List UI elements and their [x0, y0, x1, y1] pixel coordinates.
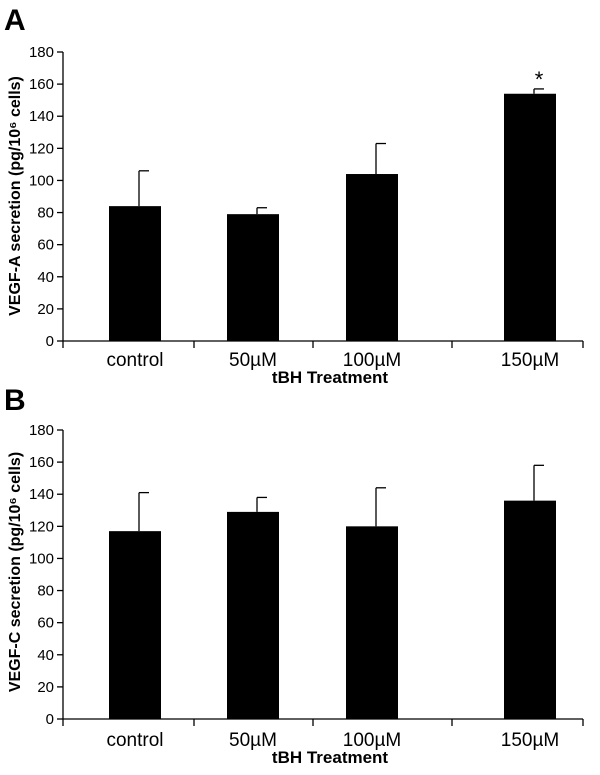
panel-b-bar	[109, 531, 161, 719]
panel-a-y-tick-label: 60	[37, 237, 54, 254]
panel-a-y-tick-label: 100	[29, 172, 54, 189]
panel-b-y-tick-label: 20	[37, 679, 54, 696]
panel-a: A VEGF-A secretion (pg/10⁶ cells) tBH Tr…	[4, 4, 584, 387]
panel-a-bar	[346, 174, 398, 341]
panel-a-y-tick-label: 180	[29, 44, 54, 61]
panel-a-letter: A	[4, 4, 26, 37]
panel-b-x-axis-label: tBH Treatment	[272, 748, 389, 767]
panel-b-category-label: control	[106, 730, 163, 751]
panel-a-y-tick-label: 20	[37, 301, 54, 318]
panel-a-plot: 0 20 40 60 80 100 120 140 160 180 control 50µM 100µM…	[29, 44, 584, 371]
panel-a-category-label: 150µM	[501, 350, 559, 371]
panel-a-category-label: 50µM	[229, 350, 277, 371]
panel-a-y-tick-label: 0	[46, 333, 54, 350]
panel-b-y-tick-label: 60	[37, 615, 54, 632]
panel-a-significance-marker: *	[535, 67, 544, 92]
panel-a-bar	[109, 206, 161, 341]
panel-b-y-tick-label: 80	[37, 583, 54, 600]
panel-b-y-tick-label: 0	[46, 711, 54, 728]
panel-b-bar	[227, 511, 279, 719]
panel-a-y-tick-label: 40	[37, 269, 54, 286]
panel-a-x-axis-label: tBH Treatment	[272, 368, 389, 387]
panel-b-bar	[504, 500, 556, 719]
panel-b-bar	[346, 526, 398, 719]
panel-a-bar	[227, 214, 279, 341]
panel-b-category-label: 100µM	[343, 730, 401, 751]
panel-b-y-axis-label: VEGF-C secretion (pg/10⁶ cells)	[7, 452, 24, 692]
panel-a-y-axis-label: VEGF-A secretion (pg/10⁶ cells)	[7, 76, 24, 316]
panel-a-category-label: control	[106, 350, 163, 371]
panel-b-y-tick-label: 160	[29, 454, 54, 471]
panel-a-category-label: 100µM	[343, 350, 401, 371]
panel-b-letter: B	[4, 384, 26, 417]
panel-b-y-tick-label: 140	[29, 486, 54, 503]
panel-a-bar	[504, 93, 556, 341]
panel-a-y-tick-label: 80	[37, 205, 54, 222]
panel-b-y-tick-label: 180	[29, 422, 54, 439]
panel-b-plot: 0 20 40 60 80 100 120 140 160 180 control 50µM 100µM…	[29, 422, 584, 751]
panel-b-y-tick-label: 40	[37, 647, 54, 664]
panel-b: B VEGF-C secretion (pg/10⁶ cells) tBH Tr…	[4, 384, 584, 767]
panel-b-y-tick-label: 120	[29, 518, 54, 535]
panel-b-category-label: 150µM	[501, 730, 559, 751]
panel-a-y-tick-label: 120	[29, 140, 54, 157]
panel-a-y-tick-label: 160	[29, 76, 54, 93]
panel-b-category-label: 50µM	[229, 730, 277, 751]
panel-b-y-tick-label: 100	[29, 550, 54, 567]
panel-a-y-tick-label: 140	[29, 108, 54, 125]
